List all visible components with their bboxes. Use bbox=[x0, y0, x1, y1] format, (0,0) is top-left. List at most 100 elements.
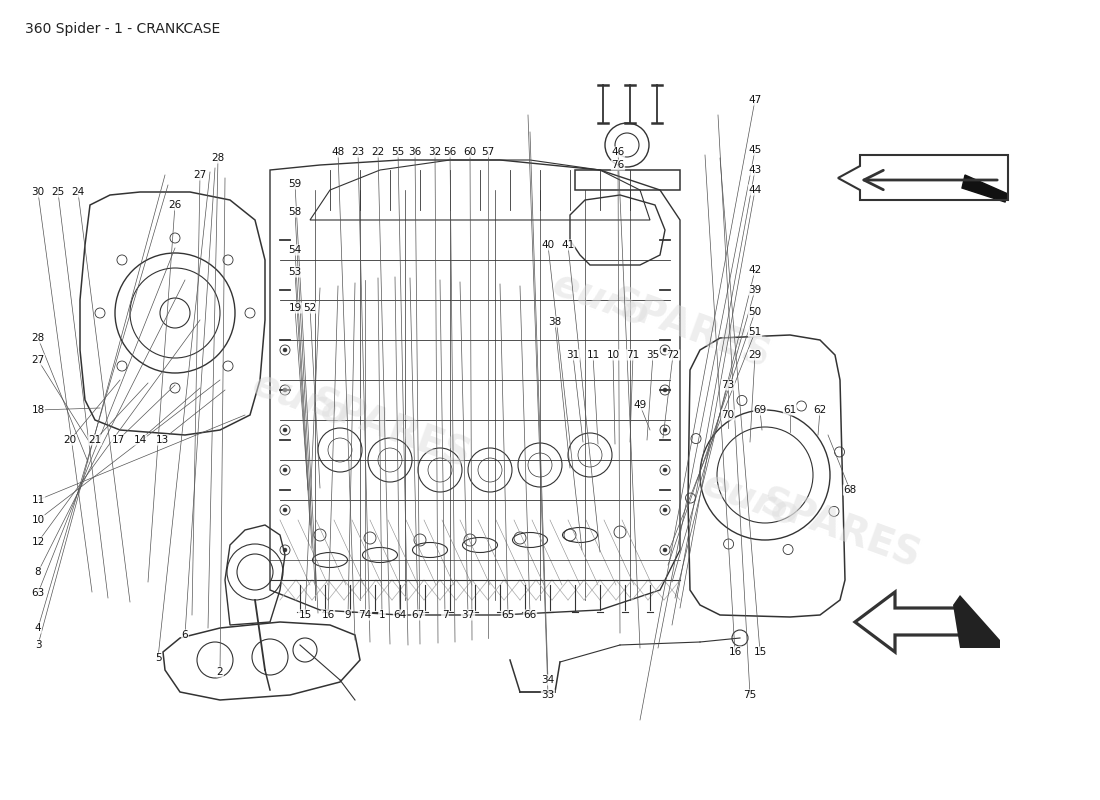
Text: 6: 6 bbox=[182, 630, 188, 640]
Text: 17: 17 bbox=[111, 435, 124, 445]
Text: 27: 27 bbox=[194, 170, 207, 180]
Text: 32: 32 bbox=[428, 147, 441, 157]
Text: SPARES: SPARES bbox=[605, 283, 775, 377]
Text: 35: 35 bbox=[647, 350, 660, 360]
Text: 67: 67 bbox=[411, 610, 425, 620]
Text: 48: 48 bbox=[331, 147, 344, 157]
Text: 73: 73 bbox=[722, 380, 735, 390]
Text: 56: 56 bbox=[443, 147, 456, 157]
Text: 68: 68 bbox=[844, 485, 857, 495]
Text: 72: 72 bbox=[667, 350, 680, 360]
Text: SPARES: SPARES bbox=[755, 483, 925, 577]
Text: 12: 12 bbox=[32, 537, 45, 547]
Circle shape bbox=[283, 548, 287, 552]
Text: 41: 41 bbox=[561, 240, 574, 250]
Text: 27: 27 bbox=[32, 355, 45, 365]
Text: 44: 44 bbox=[748, 185, 761, 195]
Text: SPARES: SPARES bbox=[305, 383, 475, 477]
Text: 76: 76 bbox=[612, 160, 625, 170]
Text: 34: 34 bbox=[541, 675, 554, 685]
Circle shape bbox=[663, 388, 667, 392]
Text: 22: 22 bbox=[372, 147, 385, 157]
Text: 61: 61 bbox=[783, 405, 796, 415]
Text: 46: 46 bbox=[612, 147, 625, 157]
Text: 64: 64 bbox=[394, 610, 407, 620]
Text: 45: 45 bbox=[748, 145, 761, 155]
Text: 54: 54 bbox=[288, 245, 301, 255]
Circle shape bbox=[283, 388, 287, 392]
Text: 49: 49 bbox=[634, 400, 647, 410]
Circle shape bbox=[663, 508, 667, 512]
Text: 5: 5 bbox=[155, 653, 162, 663]
Polygon shape bbox=[953, 595, 1000, 648]
Circle shape bbox=[663, 468, 667, 472]
Text: 20: 20 bbox=[64, 435, 77, 445]
Text: 15: 15 bbox=[754, 647, 767, 657]
Text: 24: 24 bbox=[72, 187, 85, 197]
Text: 19: 19 bbox=[288, 303, 301, 313]
Text: 55: 55 bbox=[392, 147, 405, 157]
Text: 15: 15 bbox=[298, 610, 311, 620]
Text: 13: 13 bbox=[155, 435, 168, 445]
Circle shape bbox=[283, 348, 287, 352]
Text: 16: 16 bbox=[728, 647, 741, 657]
Text: 33: 33 bbox=[541, 690, 554, 700]
Text: 26: 26 bbox=[168, 200, 182, 210]
Text: 66: 66 bbox=[524, 610, 537, 620]
Text: 14: 14 bbox=[133, 435, 146, 445]
Text: 39: 39 bbox=[748, 285, 761, 295]
Text: 51: 51 bbox=[748, 327, 761, 337]
Text: 31: 31 bbox=[566, 350, 580, 360]
Text: 57: 57 bbox=[482, 147, 495, 157]
Text: 25: 25 bbox=[52, 187, 65, 197]
Text: euro: euro bbox=[696, 465, 803, 535]
Text: 10: 10 bbox=[32, 515, 45, 525]
Text: 65: 65 bbox=[502, 610, 515, 620]
Circle shape bbox=[283, 428, 287, 432]
Text: 9: 9 bbox=[344, 610, 351, 620]
Text: 50: 50 bbox=[748, 307, 761, 317]
Text: 70: 70 bbox=[722, 410, 735, 420]
Text: 360 Spider - 1 - CRANKCASE: 360 Spider - 1 - CRANKCASE bbox=[25, 22, 220, 36]
Text: 4: 4 bbox=[35, 623, 42, 633]
Text: 21: 21 bbox=[88, 435, 101, 445]
Text: 69: 69 bbox=[754, 405, 767, 415]
Text: 16: 16 bbox=[321, 610, 334, 620]
Text: 40: 40 bbox=[541, 240, 554, 250]
Text: 28: 28 bbox=[32, 333, 45, 343]
Text: euro: euro bbox=[547, 265, 653, 335]
Text: 58: 58 bbox=[288, 207, 301, 217]
Text: 23: 23 bbox=[351, 147, 364, 157]
Text: 43: 43 bbox=[748, 165, 761, 175]
Text: 59: 59 bbox=[288, 179, 301, 189]
Text: 60: 60 bbox=[463, 147, 476, 157]
Text: 74: 74 bbox=[359, 610, 372, 620]
Text: 11: 11 bbox=[586, 350, 600, 360]
Text: 2: 2 bbox=[217, 667, 223, 677]
Text: 36: 36 bbox=[408, 147, 421, 157]
Circle shape bbox=[663, 348, 667, 352]
Text: 3: 3 bbox=[35, 640, 42, 650]
Text: 71: 71 bbox=[626, 350, 639, 360]
Circle shape bbox=[283, 468, 287, 472]
Circle shape bbox=[283, 508, 287, 512]
Text: 38: 38 bbox=[549, 317, 562, 327]
Circle shape bbox=[663, 428, 667, 432]
Text: 37: 37 bbox=[461, 610, 474, 620]
Text: 29: 29 bbox=[748, 350, 761, 360]
Circle shape bbox=[663, 548, 667, 552]
Text: 8: 8 bbox=[35, 567, 42, 577]
Text: 7: 7 bbox=[442, 610, 449, 620]
Text: 30: 30 bbox=[32, 187, 45, 197]
Text: 75: 75 bbox=[744, 690, 757, 700]
Text: 42: 42 bbox=[748, 265, 761, 275]
Text: 1: 1 bbox=[378, 610, 385, 620]
Polygon shape bbox=[962, 175, 1008, 202]
Text: 28: 28 bbox=[211, 153, 224, 163]
Text: 63: 63 bbox=[32, 588, 45, 598]
Text: 18: 18 bbox=[32, 405, 45, 415]
Text: 62: 62 bbox=[813, 405, 826, 415]
Text: 53: 53 bbox=[288, 267, 301, 277]
Text: 52: 52 bbox=[304, 303, 317, 313]
Text: 47: 47 bbox=[748, 95, 761, 105]
